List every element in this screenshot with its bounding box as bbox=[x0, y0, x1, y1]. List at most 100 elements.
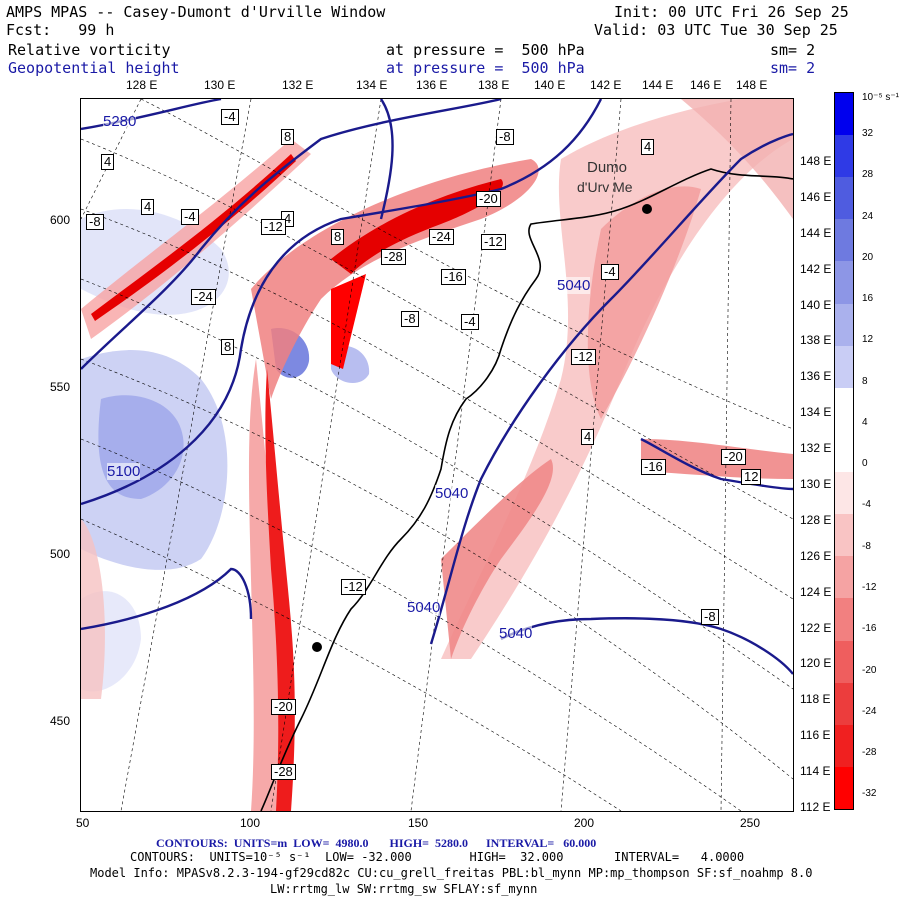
x-axis-label-200: 200 bbox=[574, 816, 595, 830]
vorticity-value-box: -20 bbox=[721, 449, 746, 465]
colorbar-segment bbox=[835, 724, 853, 768]
station-marker bbox=[642, 204, 652, 214]
height-label-5100: 5100 bbox=[107, 463, 141, 480]
footer-contours-height: CONTOURS: UNITS=m LOW= 4980.0 HIGH= 5280… bbox=[156, 836, 597, 850]
x-axis-label-250: 250 bbox=[740, 816, 761, 830]
station-label-durville: d'Urv Me bbox=[577, 179, 633, 195]
colorbar-segment bbox=[835, 345, 853, 389]
lon-label-right: 138 E bbox=[800, 333, 832, 348]
colorbar bbox=[834, 92, 854, 810]
vorticity-value-box: -16 bbox=[441, 269, 466, 285]
init-time: Init: 00 UTC Fri 26 Sep 25 bbox=[614, 3, 849, 21]
lon-label-right: 140 E bbox=[800, 297, 832, 312]
field2-smoothing: sm= 2 bbox=[770, 59, 816, 77]
lon-label-top: 148 E bbox=[736, 78, 768, 92]
lon-label-right: 148 E bbox=[800, 154, 832, 168]
colorbar-tick-label: 4 bbox=[862, 416, 868, 428]
lon-label-right: 142 E bbox=[800, 261, 832, 276]
y-axis-label-500: 500 bbox=[50, 547, 71, 561]
height-label-5040-b: 5040 bbox=[435, 485, 469, 502]
colorbar-segment bbox=[835, 429, 853, 473]
map-canvas bbox=[81, 99, 793, 811]
colorbar-tick-label: 12 bbox=[862, 334, 874, 346]
colorbar-tick-label: -16 bbox=[862, 623, 877, 635]
height-label-5280: 5280 bbox=[103, 113, 137, 130]
lon-label-right: 134 E bbox=[800, 405, 832, 420]
forecast-hour: Fcst: 99 h bbox=[6, 21, 115, 39]
vorticity-value-box: -4 bbox=[601, 264, 619, 280]
colorbar-segment bbox=[835, 556, 853, 599]
vorticity-value-box: -24 bbox=[191, 289, 216, 305]
vorticity-value-box: 4 bbox=[141, 199, 155, 215]
station-marker-casey bbox=[312, 642, 322, 652]
lon-label-right: 146 E bbox=[800, 189, 832, 204]
colorbar-tick-label: -24 bbox=[862, 705, 877, 717]
field2-level: at pressure = 500 hPa bbox=[386, 59, 585, 77]
colorbar-segment bbox=[835, 177, 853, 220]
vorticity-value-box: -4 bbox=[461, 314, 479, 330]
colorbar-unit: 10⁻⁵ s⁻¹ bbox=[862, 92, 899, 103]
lon-label-right: 124 E bbox=[800, 584, 832, 599]
colorbar-tick-label: 24 bbox=[862, 210, 874, 222]
vorticity-value-box: -12 bbox=[341, 579, 366, 595]
vorticity-value-box: -16 bbox=[641, 459, 666, 475]
lon-label-top: 136 E bbox=[416, 78, 448, 92]
lon-label-right: 112 E bbox=[800, 800, 831, 814]
field2-name: Geopotential height bbox=[8, 59, 180, 77]
x-axis-label-50: 50 bbox=[76, 816, 90, 830]
y-axis-label-450: 450 bbox=[50, 714, 71, 728]
vorticity-value-box: 8 bbox=[331, 229, 345, 245]
colorbar-segment bbox=[835, 514, 853, 557]
colorbar-tick-label: -4 bbox=[862, 499, 871, 511]
colorbar-tick-label: 0 bbox=[862, 458, 868, 470]
coastline bbox=[260, 168, 793, 811]
lon-label-right: 130 E bbox=[800, 477, 832, 491]
colorbar-tick-label: 28 bbox=[862, 169, 874, 181]
vorticity-value-box: -28 bbox=[381, 249, 406, 265]
colorbar-segment bbox=[835, 135, 853, 178]
colorbar-segment bbox=[835, 640, 853, 684]
lon-label-right: 136 E bbox=[800, 369, 832, 384]
lon-label-right: 128 E bbox=[800, 512, 832, 527]
map-panel: 5280 5040 5040 5040 5040 5100 Dumo d'Urv… bbox=[80, 98, 794, 812]
y-axis-label-550: 550 bbox=[50, 380, 71, 394]
colorbar-segment bbox=[835, 598, 853, 642]
colorbar-tick-label: -20 bbox=[862, 664, 877, 676]
negative-vorticity-shading bbox=[81, 99, 793, 811]
vorticity-value-box: 4 bbox=[581, 429, 595, 445]
vorticity-value-box: -8 bbox=[401, 311, 419, 327]
lon-label-right: 116 E bbox=[800, 728, 831, 743]
lon-label-top: 140 E bbox=[534, 78, 566, 92]
vorticity-value-box: 8 bbox=[221, 339, 235, 355]
vorticity-value-box: -8 bbox=[86, 214, 104, 230]
lon-label-right: 122 E bbox=[800, 620, 832, 635]
field1-smoothing: sm= 2 bbox=[770, 41, 816, 59]
map-title: AMPS MPAS -- Casey-Dumont d'Urville Wind… bbox=[6, 3, 386, 21]
vorticity-value-box: -4 bbox=[181, 209, 199, 225]
vorticity-value-box: -4 bbox=[221, 109, 239, 125]
colorbar-segment bbox=[835, 303, 853, 347]
y-axis-label-600: 600 bbox=[50, 213, 71, 227]
vorticity-value-box: -12 bbox=[261, 219, 286, 235]
colorbar-tick-label: 20 bbox=[862, 251, 874, 263]
x-axis-label-100: 100 bbox=[240, 816, 261, 830]
colorbar-tick-label: -8 bbox=[862, 540, 871, 552]
colorbar-tick-label: -32 bbox=[862, 788, 877, 800]
vorticity-value-box: 4 bbox=[641, 139, 655, 155]
geopotential-height-contours bbox=[81, 99, 793, 675]
colorbar-segment bbox=[835, 93, 853, 136]
x-axis-label-150: 150 bbox=[408, 816, 429, 830]
footer-contours-vorticity: CONTOURS: UNITS=10⁻⁵ s⁻¹ LOW= -32.000 HI… bbox=[130, 850, 745, 864]
colorbar-segment bbox=[835, 261, 853, 305]
colorbar-tick-label: 32 bbox=[862, 128, 874, 139]
field1-name: Relative vorticity bbox=[8, 41, 171, 59]
lon-label-right: 114 E bbox=[800, 764, 831, 779]
colorbar-segment bbox=[835, 472, 853, 515]
vorticity-value-box: -20 bbox=[476, 191, 501, 207]
lon-label-top: 144 E bbox=[642, 78, 674, 92]
vorticity-value-box: 4 bbox=[101, 154, 115, 170]
colorbar-tick-label: 16 bbox=[862, 293, 874, 305]
vorticity-value-box: -12 bbox=[481, 234, 506, 250]
vorticity-value-box: -8 bbox=[496, 129, 514, 145]
lon-label-right: 144 E bbox=[800, 225, 832, 240]
